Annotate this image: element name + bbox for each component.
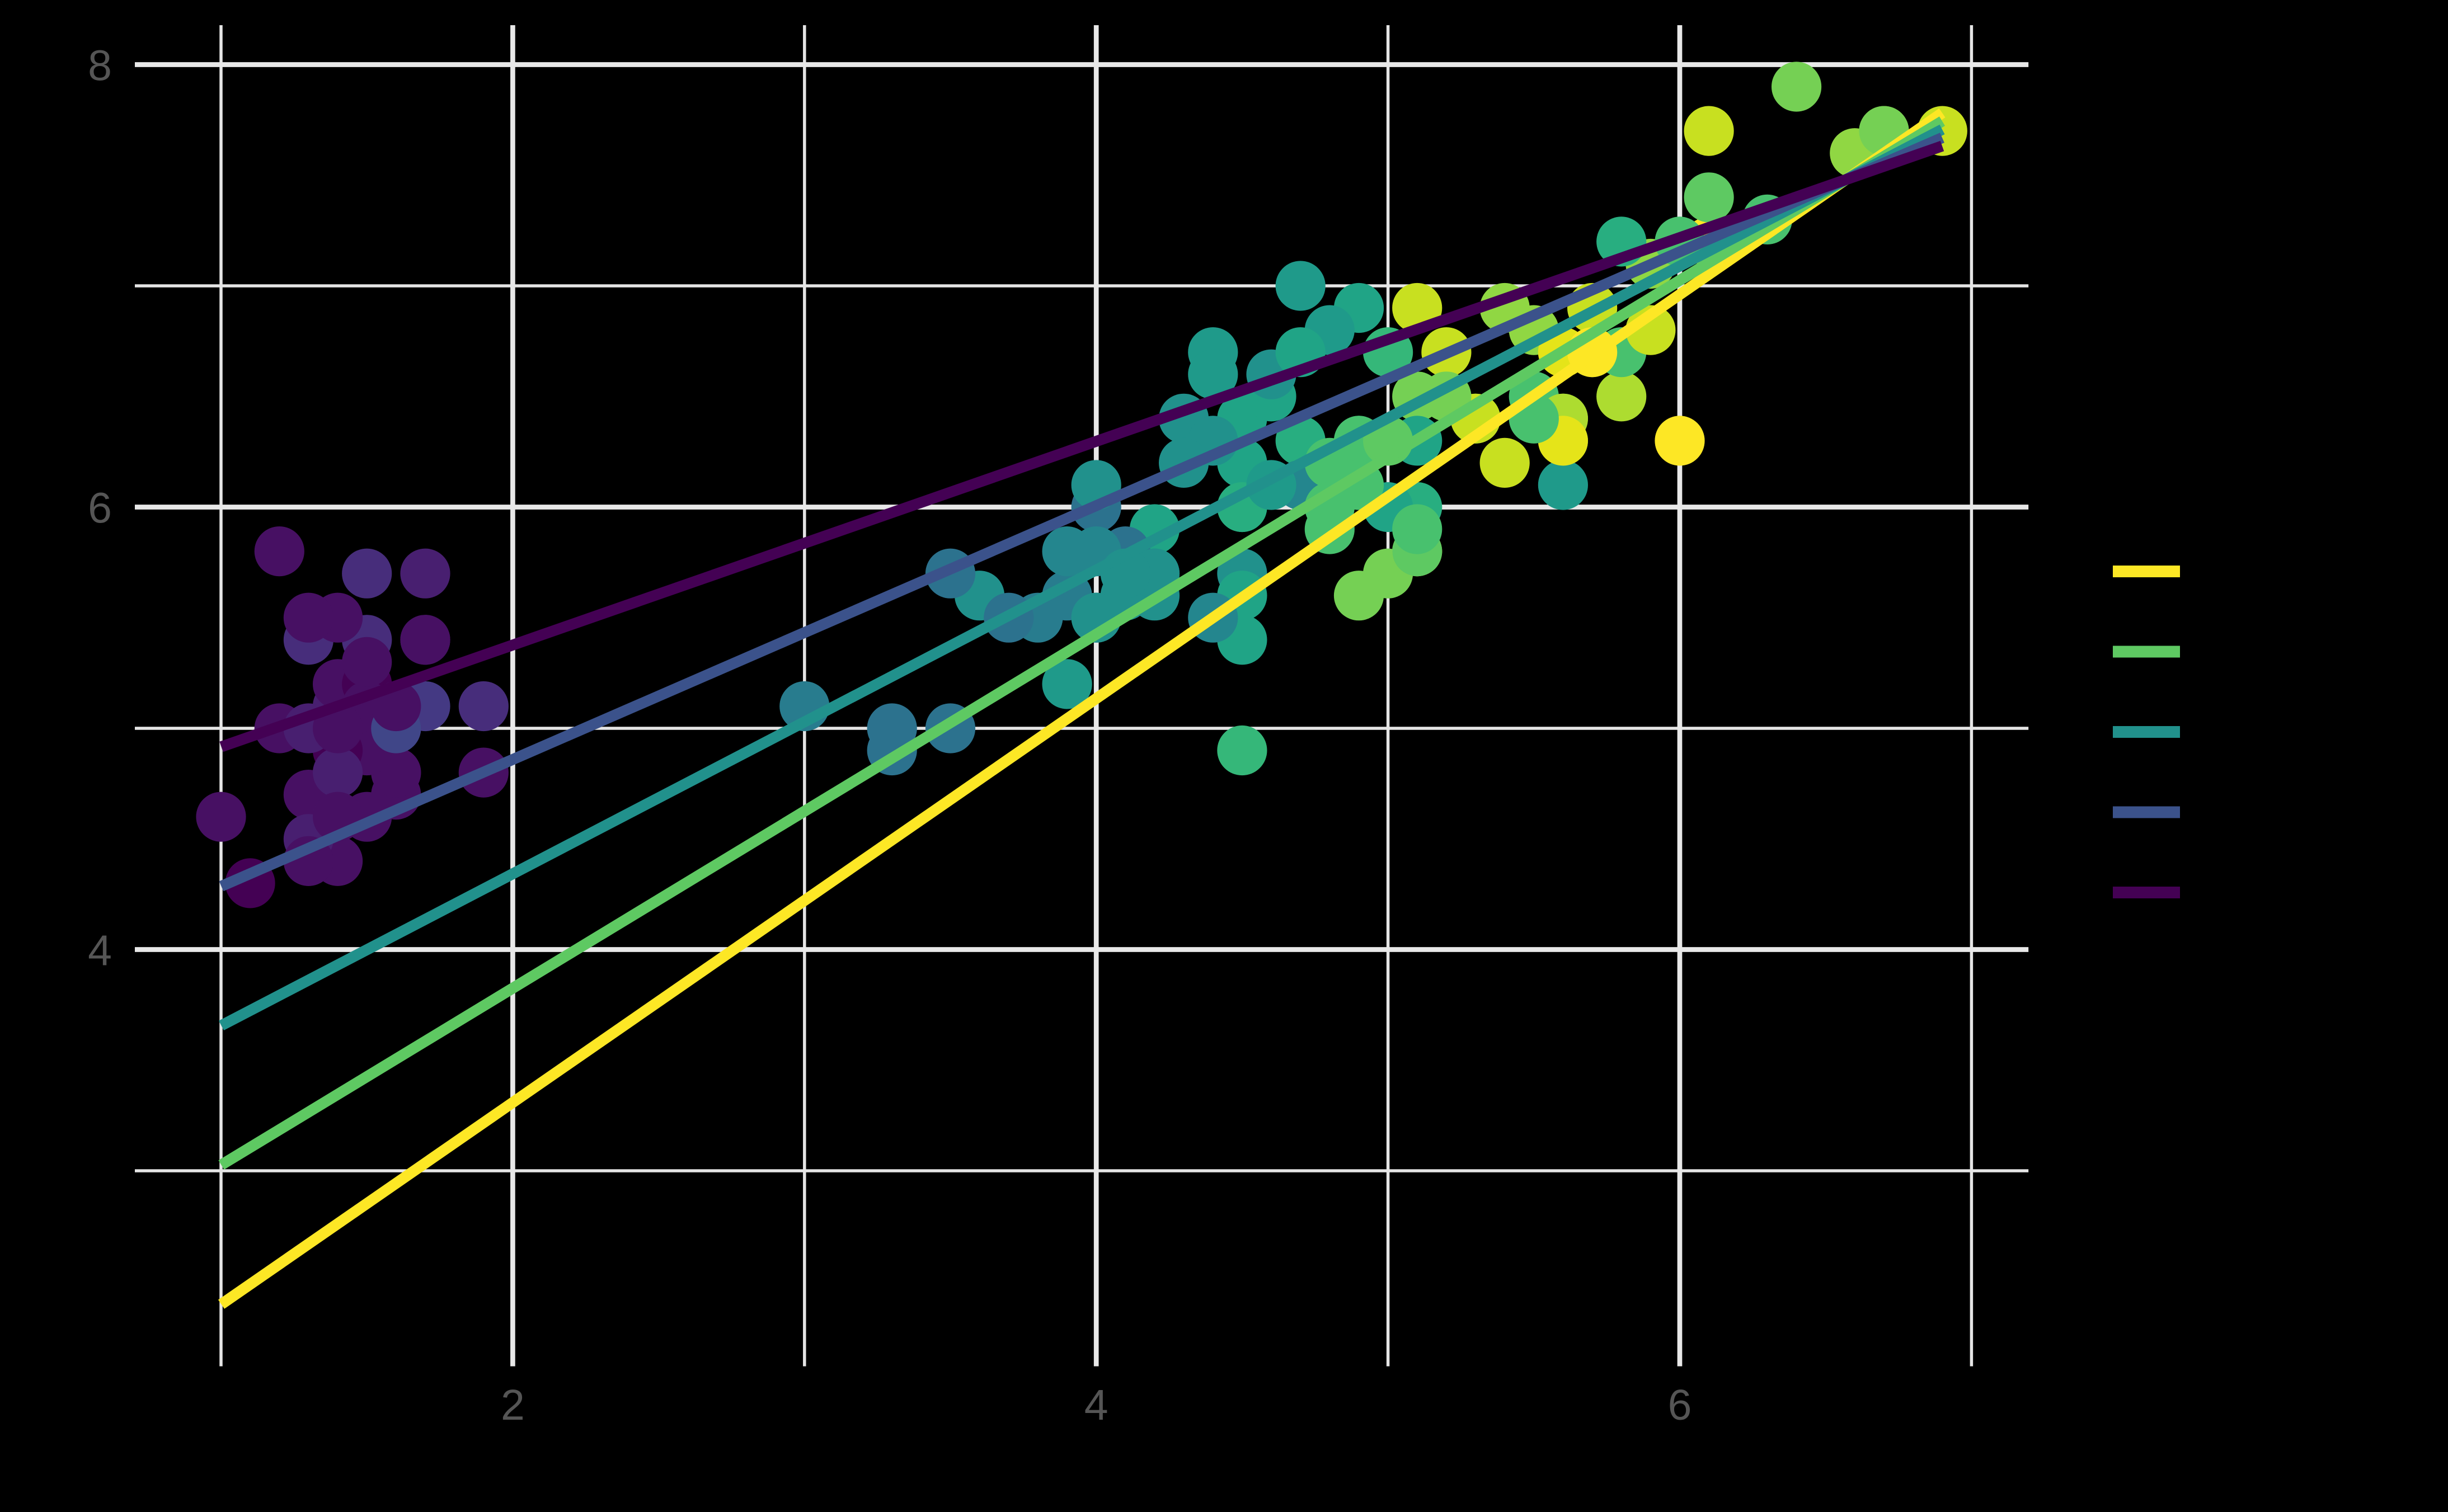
svg-text:4: 4 xyxy=(1084,1381,1108,1429)
svg-text:4: 4 xyxy=(88,927,112,975)
svg-text:6: 6 xyxy=(1668,1381,1692,1429)
svg-text:6: 6 xyxy=(88,484,112,533)
svg-text:8: 8 xyxy=(88,42,112,90)
svg-text:2: 2 xyxy=(501,1381,525,1429)
